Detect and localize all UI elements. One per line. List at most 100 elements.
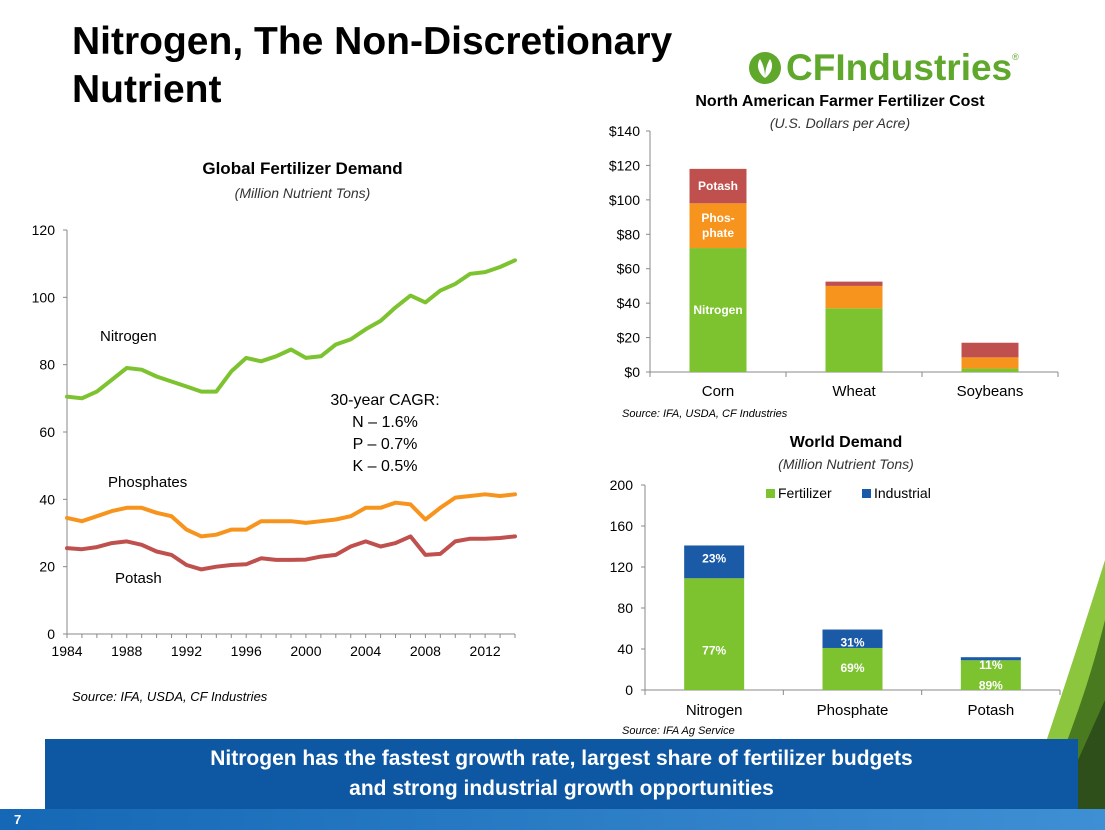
world-chart-category-label: Potash <box>967 702 1014 719</box>
cagr-annotation: 30-year CAGR: N – 1.6% P – 0.7% K – 0.5% <box>300 390 470 478</box>
cost-chart-y-tick-label: $120 <box>609 157 640 173</box>
world-chart-bar-fertilizer <box>822 647 883 690</box>
cost-chart-y-tick-label: $0 <box>624 364 640 380</box>
world-chart-y-tick-label: 120 <box>610 559 634 575</box>
series-label-nitrogen: Nitrogen <box>100 328 157 345</box>
world-chart-bar-data-label: 69% <box>840 661 864 675</box>
world-chart-y-tick-label: 0 <box>625 682 633 698</box>
world-chart-category-label: Nitrogen <box>686 702 743 719</box>
legend-swatch-industrial <box>862 489 871 498</box>
cost-chart-bar-nitrogen <box>825 308 883 372</box>
line-chart-y-tick-label: 20 <box>39 559 55 575</box>
legend-swatch-fertilizer <box>766 489 775 498</box>
line-chart-y-tick-label: 60 <box>39 424 55 440</box>
logo-text: CFIndustries <box>786 47 1013 88</box>
logo-registered-mark: ® <box>1012 52 1019 62</box>
cost-chart-bar-nitrogen <box>689 248 747 372</box>
line-chart-x-tick-label: 1988 <box>111 643 142 659</box>
world-chart-bar-fertilizer <box>960 660 1021 690</box>
series-line-potash <box>65 534 517 572</box>
summary-banner: Nitrogen has the fastest growth rate, la… <box>45 739 1078 809</box>
cost-chart-bar-data-label: Potash <box>698 179 738 193</box>
line-chart-subtitle: (Million Nutrient Tons) <box>234 185 371 201</box>
world-chart-bar-data-label: 77% <box>702 643 726 657</box>
slide-title-line1: Nitrogen, The Non-Discretionary <box>72 20 673 63</box>
page-number: 7 <box>14 812 22 827</box>
cost-chart-y-tick-label: $80 <box>617 226 641 242</box>
cost-chart-bar-phosphate <box>961 357 1019 369</box>
leaf-logo-icon <box>749 52 781 84</box>
world-chart-bar-industrial <box>960 657 1021 661</box>
world-chart-y-tick-label: 40 <box>617 641 633 657</box>
cagr-phosphate: P – 0.7% <box>352 436 418 453</box>
line-chart-y-tick-label: 0 <box>47 626 55 642</box>
line-chart-x-tick-label: 2008 <box>410 643 441 659</box>
world-chart-y-tick-label: 160 <box>610 518 634 534</box>
world-chart-bar-industrial <box>822 629 883 648</box>
cost-chart-source: Source: IFA, USDA, CF Industries <box>622 408 788 420</box>
cost-chart-bar-potash <box>825 281 883 286</box>
world-chart-y-tick-label: 200 <box>610 477 634 493</box>
cagr-potash: K – 0.5% <box>352 458 418 475</box>
cost-chart-bar-data-label: phate <box>702 226 734 240</box>
cost-chart-bar-data-label: Phos- <box>701 211 734 225</box>
cost-chart-y-tick-label: $20 <box>617 330 641 346</box>
legend-label-fertilizer: Fertilizer <box>778 485 832 501</box>
line-chart-y-tick-label: 120 <box>32 222 56 238</box>
cost-chart-y-tick-label: $60 <box>617 261 641 277</box>
cost-chart-title: North American Farmer Fertilizer Cost <box>695 93 985 110</box>
company-logo: CFIndustries ® <box>748 46 1019 90</box>
cost-chart-category-label: Wheat <box>832 383 876 400</box>
cost-chart-y-tick-label: $140 <box>609 123 640 139</box>
line-chart-y-tick-label: 80 <box>39 357 55 373</box>
bottom-bar <box>0 809 1105 830</box>
cost-chart-subtitle: (U.S. Dollars per Acre) <box>769 115 911 131</box>
cagr-title: 30-year CAGR: <box>330 392 440 409</box>
line-chart-x-tick-label: 2004 <box>350 643 381 659</box>
series-line-nitrogen <box>65 258 517 401</box>
series-line-phosphates <box>65 492 517 539</box>
world-chart-bar-data-label: 31% <box>840 636 864 650</box>
line-chart-title: Global Fertilizer Demand <box>202 159 403 178</box>
line-chart-source: Source: IFA, USDA, CF Industries <box>72 689 268 704</box>
world-chart-bar-data-label: 11% <box>979 658 1003 672</box>
world-chart-subtitle: (Million Nutrient Tons) <box>778 456 914 472</box>
cost-chart-bar-nitrogen <box>961 368 1019 372</box>
world-chart-legend: Fertilizer Industrial <box>766 485 931 501</box>
legend-label-industrial: Industrial <box>874 485 931 501</box>
line-chart-y-tick-label: 100 <box>32 289 56 305</box>
line-chart-x-tick-label: 1984 <box>51 643 82 659</box>
cagr-nitrogen: N – 1.6% <box>352 414 418 431</box>
world-chart-bar-fertilizer <box>684 578 745 690</box>
banner-line1: Nitrogen has the fastest growth rate, la… <box>210 747 913 770</box>
series-label-phosphates: Phosphates <box>108 474 188 491</box>
cost-chart-bar-phosphate <box>825 285 883 309</box>
world-chart-category-label: Phosphate <box>817 702 889 719</box>
world-chart-bar-data-label: 89% <box>979 678 1003 692</box>
cost-chart-category-label: Soybeans <box>957 383 1024 400</box>
line-chart-x-tick-label: 2012 <box>470 643 501 659</box>
line-chart-x-tick-label: 1996 <box>231 643 262 659</box>
world-chart-bar-data-label: 23% <box>702 551 726 565</box>
world-chart-y-tick-label: 80 <box>617 600 633 616</box>
line-chart-x-tick-label: 1992 <box>171 643 202 659</box>
slide-title: Nitrogen, The Non-Discretionary Nutrient <box>72 18 752 114</box>
cost-chart-category-label: Corn <box>702 383 735 400</box>
cost-chart-bar-potash <box>689 168 747 204</box>
cost-chart-bar-data-label: Nitrogen <box>693 303 742 317</box>
cost-chart-bar-potash <box>961 342 1019 358</box>
line-chart-y-tick-label: 40 <box>39 491 55 507</box>
world-chart-source: Source: IFA Ag Service <box>622 725 735 737</box>
line-chart-x-tick-label: 2000 <box>290 643 321 659</box>
cost-chart-y-tick-label: $100 <box>609 192 640 208</box>
slide-title-line2: Nutrient <box>72 68 222 111</box>
banner-line2: and strong industrial growth opportuniti… <box>349 777 774 800</box>
cost-chart-bar-phosphate <box>689 203 747 249</box>
cost-chart-y-tick-label: $40 <box>617 295 641 311</box>
series-label-potash: Potash <box>115 570 162 587</box>
world-chart-bar-industrial <box>684 545 745 579</box>
